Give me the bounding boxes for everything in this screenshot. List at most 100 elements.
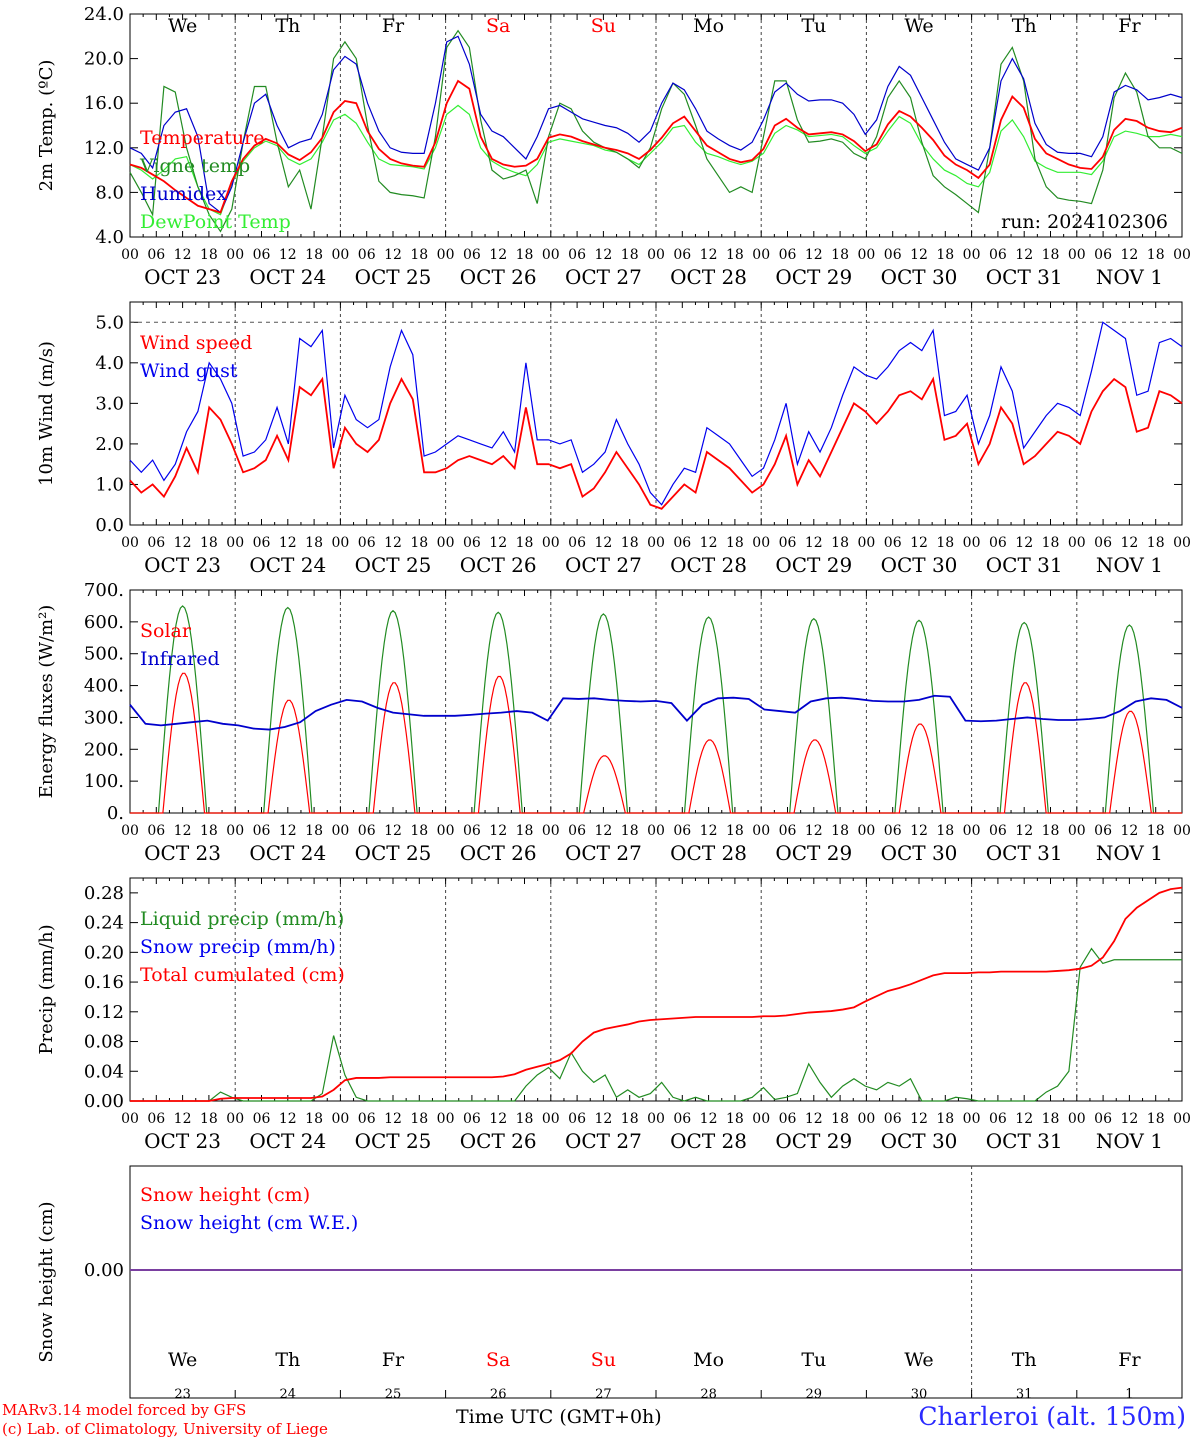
hour-label: 00 [752, 823, 770, 839]
hour-label: 18 [1147, 1111, 1165, 1127]
weekday-label: Mo [693, 15, 724, 37]
date-label: NOV 1 [1096, 553, 1163, 577]
hour-label: 00 [331, 1111, 349, 1127]
weekday-label: Th [275, 1349, 300, 1371]
y-tick-label: 400. [84, 676, 124, 697]
weekday-label: Fr [1118, 1349, 1141, 1371]
hour-label: 00 [963, 535, 981, 551]
series-humidexline [129, 35, 1183, 214]
weekday-label: Tu [801, 15, 826, 37]
hour-label: 18 [726, 535, 744, 551]
hour-label: 12 [805, 823, 823, 839]
hour-label: 00 [1173, 535, 1191, 551]
day-number-label: 31 [1016, 1387, 1033, 1400]
hour-label: 18 [305, 535, 323, 551]
y-tick-label: 4.0 [95, 227, 124, 248]
hour-label: 12 [174, 535, 192, 551]
series-liquid-precip-mm-h-line [130, 947, 1182, 1102]
y-tick-label: 0. [107, 803, 124, 824]
panel-frame [129, 301, 1183, 526]
hour-label: 00 [542, 1111, 560, 1127]
weekday-label: Fr [1118, 15, 1141, 37]
hour-label: 06 [673, 247, 691, 263]
hour-label: 06 [358, 1111, 376, 1127]
hour-label: 00 [437, 823, 455, 839]
hour-label: 00 [226, 247, 244, 263]
hour-label: 12 [174, 823, 192, 839]
run-label: run: 2024102306 [1001, 211, 1168, 233]
hour-label: 00 [857, 1111, 875, 1127]
y-tick-label: 0.24 [84, 913, 124, 934]
hour-label: 18 [200, 247, 218, 263]
hour-label: 00 [857, 823, 875, 839]
hour-label: 12 [489, 535, 507, 551]
hour-label: 00 [647, 535, 665, 551]
hour-label: 00 [437, 247, 455, 263]
weekday-label: We [168, 1349, 197, 1371]
legend-liquid-precip-mm-h-: Liquid precip (mm/h) [140, 908, 344, 930]
hour-label: 00 [121, 1111, 139, 1127]
legend-wind-speed: Wind speed [140, 332, 252, 354]
date-label: OCT 24 [249, 265, 326, 289]
hour-label: 18 [1147, 247, 1165, 263]
date-label: OCT 30 [881, 265, 958, 289]
date-label: OCT 26 [460, 1129, 537, 1153]
hour-label: 18 [200, 823, 218, 839]
hour-label: 06 [989, 1111, 1007, 1127]
hour-label: 06 [884, 823, 902, 839]
hour-label: 00 [121, 535, 139, 551]
hour-label: 12 [384, 1111, 402, 1127]
legend-snow-height-cm-: Snow height (cm) [140, 1184, 310, 1206]
panel-wind: 0.0 1.0 2.0 3.0 4.0 5.0 10m Wind (m/s) Wind spe… [36, 301, 1191, 577]
date-label: OCT 25 [355, 841, 432, 865]
y-tick-label: 100. [84, 771, 124, 792]
hour-label: 06 [358, 823, 376, 839]
hour-label: 18 [1147, 823, 1165, 839]
date-label: NOV 1 [1096, 1129, 1163, 1153]
series-wind-gustline [129, 321, 1183, 506]
date-label: OCT 28 [670, 1129, 747, 1153]
legend-snow-precip-mm-h-: Snow precip (mm/h) [140, 936, 336, 958]
hour-label: 06 [358, 247, 376, 263]
hour-label: 18 [621, 535, 639, 551]
y-tick-label: 3.0 [95, 393, 124, 414]
hour-label: 00 [1068, 247, 1086, 263]
hour-label: 06 [673, 823, 691, 839]
hour-label: 06 [1094, 247, 1112, 263]
weekday-label: Th [275, 15, 300, 37]
date-label: OCT 31 [986, 841, 1063, 865]
date-label: OCT 23 [144, 553, 221, 577]
legend-humidex: Humidex [140, 183, 227, 205]
hour-label: 06 [147, 247, 165, 263]
hour-label: 12 [1120, 823, 1138, 839]
weekday-label: Th [1012, 1349, 1037, 1371]
weekday-label: Tu [801, 1349, 826, 1371]
y-tick-label: 0.28 [84, 883, 124, 904]
hour-label: 18 [726, 247, 744, 263]
hour-label: 06 [568, 1111, 586, 1127]
date-label: OCT 26 [460, 265, 537, 289]
y-tick-label: 4.0 [95, 353, 124, 374]
day-number-label: 24 [280, 1387, 297, 1400]
y-tick-label: 0.16 [84, 972, 124, 993]
hour-label: 18 [726, 1111, 744, 1127]
series-dewpoint-templine [129, 104, 1183, 216]
hour-label: 12 [279, 1111, 297, 1127]
y-tick-label: 700. [84, 580, 124, 601]
panel-frame [129, 13, 1183, 238]
weekday-label: Th [1012, 15, 1037, 37]
date-label: OCT 27 [565, 553, 642, 577]
hour-label: 00 [963, 823, 981, 839]
hour-label: 18 [410, 247, 428, 263]
date-label: OCT 24 [249, 553, 326, 577]
y-tick-label: 0.20 [84, 942, 124, 963]
hour-label: 18 [305, 247, 323, 263]
weekday-label: Su [591, 1349, 616, 1371]
hour-label: 12 [910, 823, 928, 839]
hour-label: 18 [621, 823, 639, 839]
hour-label: 12 [384, 823, 402, 839]
hour-label: 06 [673, 1111, 691, 1127]
hour-label: 18 [1147, 535, 1165, 551]
hour-label: 06 [147, 823, 165, 839]
hour-label: 06 [568, 535, 586, 551]
